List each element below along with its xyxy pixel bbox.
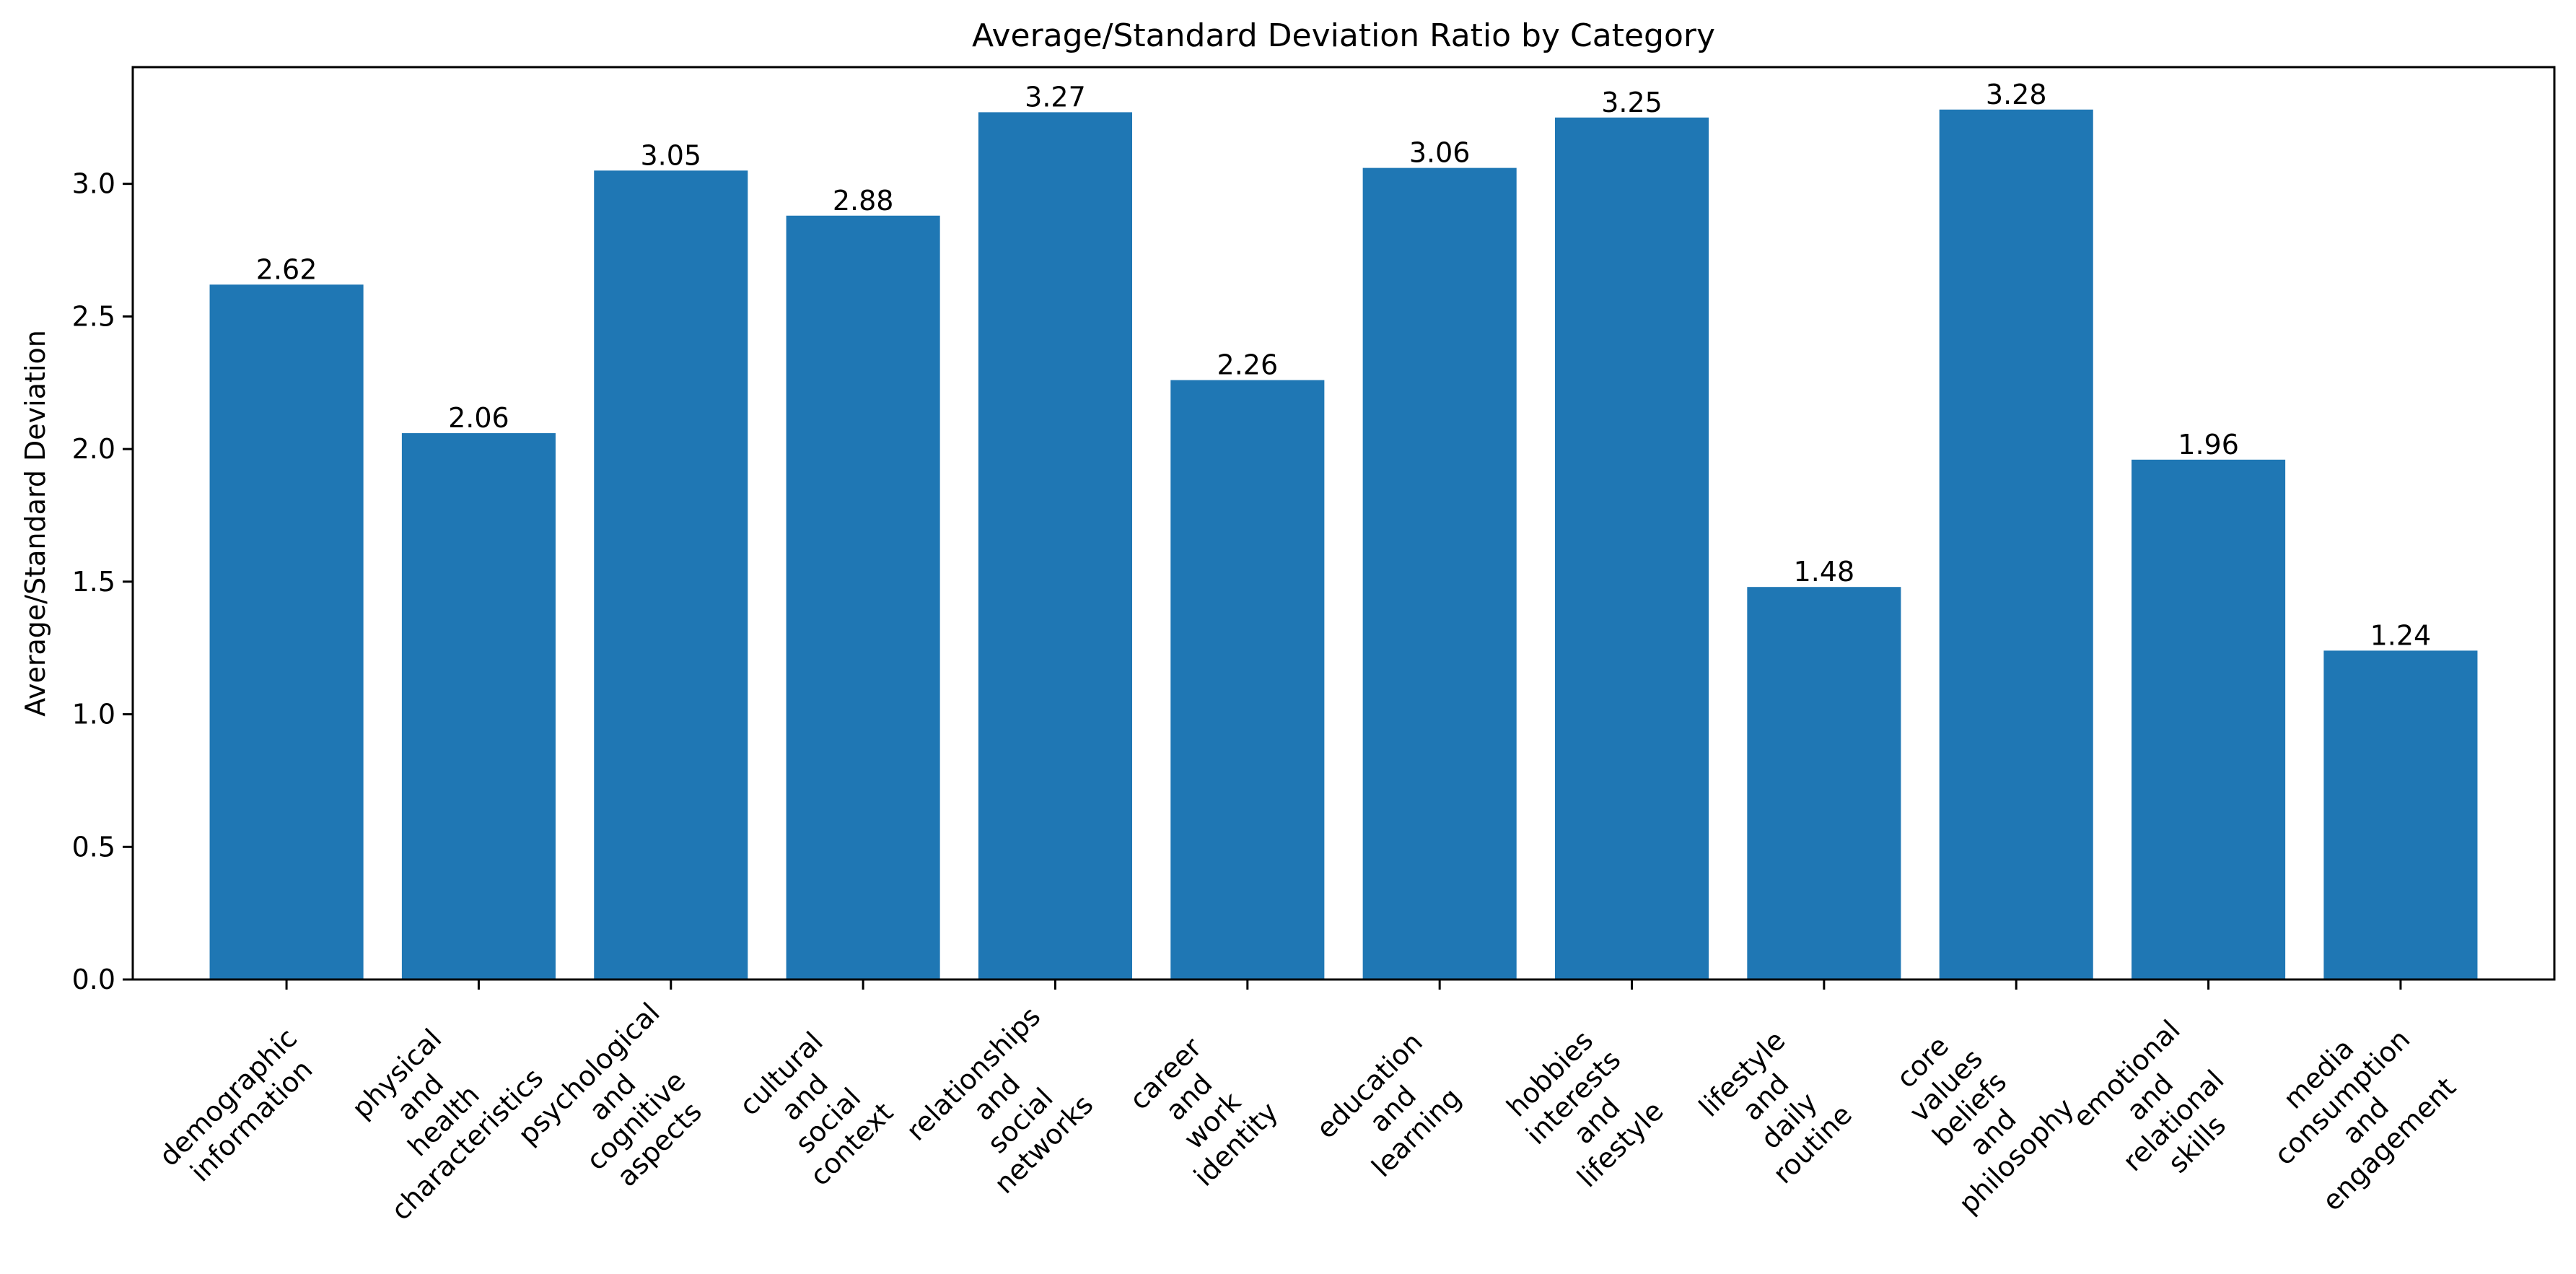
bar (209, 284, 364, 980)
bar-value-label: 1.96 (2178, 429, 2239, 461)
bars-layer (209, 109, 2478, 980)
bar (1747, 587, 1901, 980)
bar (2323, 650, 2478, 980)
bar-value-label: 3.05 (640, 139, 701, 171)
y-tick-label: 3.0 (72, 168, 115, 200)
bar-value-label: 2.62 (256, 253, 317, 285)
bar-value-label: 1.24 (2370, 619, 2432, 651)
y-tick-label: 0.5 (72, 831, 115, 863)
bar (1362, 167, 1517, 980)
chart-title: Average/Standard Deviation Ratio by Cate… (972, 17, 1715, 54)
value-labels-layer: 2.62 2.06 3.05 2.88 3.27 2.26 3.06 3.25 1.48 3.28… (256, 79, 2431, 652)
bar (1939, 109, 2093, 980)
y-ticks-layer: 0.0 0.5 1.0 1.5 2.0 2.5 3.0 (72, 168, 133, 995)
bar (401, 433, 556, 980)
bar (2132, 459, 2286, 980)
bar-value-label: 2.26 (1217, 349, 1279, 381)
bar-value-label: 1.48 (1794, 556, 1855, 588)
y-axis-label: Average/Standard Deviation (19, 330, 51, 717)
bar-value-label: 3.06 (1409, 137, 1471, 169)
bar-value-label: 2.88 (833, 185, 894, 217)
bar (1554, 117, 1709, 980)
bar-value-label: 3.25 (1601, 87, 1662, 118)
bar (978, 112, 1133, 980)
bar-value-label: 2.06 (448, 402, 509, 434)
y-tick-label: 2.5 (72, 300, 115, 332)
y-tick-label: 2.0 (72, 433, 115, 465)
y-tick-label: 1.0 (72, 699, 115, 730)
bar (786, 215, 940, 980)
bar (594, 170, 748, 980)
bar-value-label: 3.28 (1986, 79, 2047, 110)
bar (1170, 380, 1325, 980)
y-tick-label: 1.5 (72, 566, 115, 598)
plot-frame (131, 66, 2556, 981)
y-tick-label: 0.0 (72, 964, 115, 995)
bar-value-label: 3.27 (1025, 81, 1086, 113)
